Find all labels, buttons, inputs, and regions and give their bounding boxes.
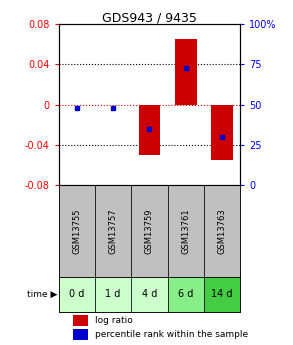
Text: 14 d: 14 d [211,289,233,299]
FancyBboxPatch shape [168,277,204,312]
Text: GSM13755: GSM13755 [72,208,81,254]
Bar [175,39,197,105]
FancyBboxPatch shape [95,277,131,312]
Bar [139,105,160,155]
FancyBboxPatch shape [59,277,95,312]
Bar [73,329,88,340]
Text: GSM13761: GSM13761 [181,208,190,254]
Bar [211,105,233,160]
Text: GSM13757: GSM13757 [109,208,117,254]
Title: GDS943 / 9435: GDS943 / 9435 [102,11,197,24]
FancyBboxPatch shape [131,277,168,312]
FancyBboxPatch shape [204,185,240,277]
Text: percentile rank within the sample: percentile rank within the sample [95,331,248,339]
FancyBboxPatch shape [59,185,95,277]
Text: log ratio: log ratio [95,316,133,325]
Text: 6 d: 6 d [178,289,193,299]
FancyBboxPatch shape [95,185,131,277]
Bar [73,315,88,326]
Text: GSM13763: GSM13763 [218,208,226,254]
FancyBboxPatch shape [168,185,204,277]
Text: 4 d: 4 d [142,289,157,299]
Text: 0 d: 0 d [69,289,84,299]
FancyBboxPatch shape [131,185,168,277]
Text: time ▶: time ▶ [28,290,58,299]
FancyBboxPatch shape [204,277,240,312]
Text: 1 d: 1 d [105,289,121,299]
Text: GSM13759: GSM13759 [145,208,154,254]
